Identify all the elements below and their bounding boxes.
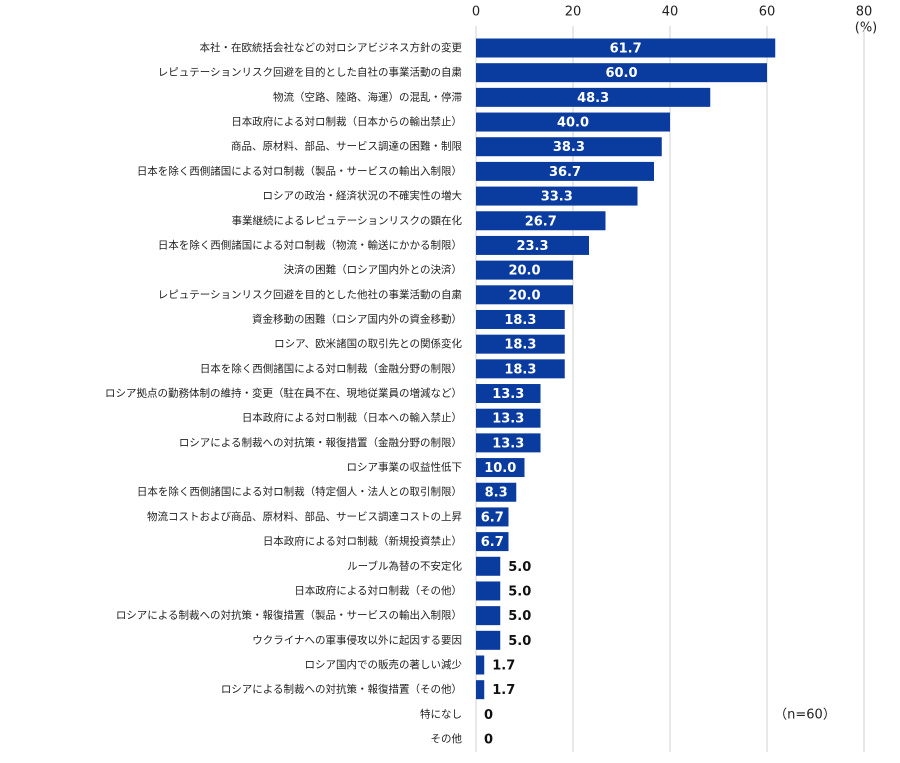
- value-label: 26.7: [525, 214, 557, 229]
- bar: [476, 260, 573, 280]
- value-label: 5.0: [508, 609, 531, 624]
- annotation: （n=60）: [774, 708, 836, 723]
- y-tick-label: レピュテーションリスク回避を目的とした自社の事業活動の自粛: [158, 66, 462, 79]
- bar: [476, 211, 606, 231]
- bar: [476, 384, 541, 404]
- bar: [476, 161, 654, 181]
- value-label: 1.7: [492, 659, 515, 674]
- value-label: 6.7: [481, 510, 504, 525]
- value-label: 1.7: [492, 683, 515, 698]
- y-tick-label: ロシア拠点の勤務体制の維持・変更（駐在員不在、現地従業員の増減など）: [105, 387, 462, 400]
- x-tick-label: 60: [759, 5, 776, 20]
- value-label: 13.3: [492, 412, 524, 427]
- y-tick-label: ルーブル為替の不安定化: [347, 559, 462, 572]
- bar: [476, 482, 517, 502]
- value-label: 5.0: [508, 584, 531, 599]
- y-tick-label: 日本政府による対ロ制裁（日本への輸入禁止）: [242, 411, 462, 424]
- value-label: 23.3: [516, 239, 548, 254]
- bar: [476, 359, 565, 379]
- y-tick-label: ロシア事業の収益性低下: [347, 461, 463, 474]
- value-label: 0: [484, 708, 493, 723]
- y-tick-label: ロシアの政治・経済状況の不確実性の増大: [263, 189, 463, 202]
- value-label: 60.0: [605, 66, 637, 81]
- y-tick-label: 特になし: [420, 708, 462, 720]
- value-label: 36.7: [549, 165, 581, 180]
- bar: [476, 285, 573, 305]
- bar: [476, 87, 711, 107]
- value-label: 20.0: [508, 264, 540, 279]
- value-label: 33.3: [541, 190, 573, 205]
- value-label: 0: [484, 733, 493, 748]
- bar: [476, 581, 501, 601]
- bar: [476, 556, 501, 576]
- y-tick-label: レピュテーションリスク回避を目的とした他社の事業活動の自粛: [158, 288, 462, 301]
- value-label: 18.3: [504, 338, 536, 353]
- bar: [476, 655, 485, 675]
- bar: [476, 606, 501, 626]
- value-label: 61.7: [610, 42, 642, 57]
- x-tick-label: 0: [472, 5, 480, 20]
- bar: [476, 408, 541, 428]
- y-tick-label: 物流（空路、陸路、海運）の混乱・停滞: [273, 90, 462, 103]
- y-tick-label: 日本を除く西側諸国による対ロ制裁（特定個人・法人との取引制限）: [137, 485, 462, 498]
- value-label: 10.0: [484, 461, 516, 476]
- y-tick-label: ロシアによる制裁への対抗策・報復措置（金融分野の制限）: [179, 436, 462, 449]
- value-label: 20.0: [508, 288, 540, 303]
- y-tick-label: 決済の困難（ロシア国内外との決済）: [284, 263, 462, 276]
- bar: [476, 458, 525, 478]
- y-tick-label: 商品、原材料、部品、サービス調達の困難・制限: [231, 140, 462, 153]
- bar: [476, 507, 509, 527]
- y-tick-label: ロシア、欧米諸国の取引先との関係変化: [274, 337, 462, 350]
- y-tick-label: 日本政府による対ロ制裁（日本からの輸出禁止）: [231, 115, 462, 128]
- bar: [476, 112, 670, 132]
- y-tick-label: 本社・在欧統括会社などの対ロシアビジネス方針の変更: [200, 41, 463, 54]
- x-tick-label: 20: [565, 5, 582, 20]
- value-label: 40.0: [557, 116, 589, 131]
- value-label: 8.3: [485, 486, 508, 501]
- value-label: 5.0: [508, 634, 531, 649]
- y-tick-label: 物流コストおよび商品、原材料、部品、サービス調達コストの上昇: [147, 510, 462, 523]
- y-tick-label: その他: [431, 732, 463, 745]
- value-label: 5.0: [508, 560, 531, 575]
- value-label: 18.3: [504, 362, 536, 377]
- y-tick-label: 日本を除く西側諸国による対ロ制裁（金融分野の制限）: [200, 362, 462, 375]
- value-label: 13.3: [492, 436, 524, 451]
- y-tick-label: 事業継続によるレピュテーションリスクの顕在化: [232, 214, 463, 227]
- y-tick-label: 資金移動の困難（ロシア国内外の資金移動）: [252, 312, 462, 325]
- bar: [476, 532, 509, 552]
- bar: [476, 630, 501, 650]
- y-tick-label: ウクライナへの軍事侵攻以外に起因する要因: [252, 633, 462, 646]
- value-label: 13.3: [492, 387, 524, 402]
- x-tick-label: 40: [662, 5, 679, 20]
- x-tick-label: 80: [856, 5, 873, 20]
- bar: [476, 235, 590, 255]
- bar: [476, 137, 662, 157]
- value-label: 6.7: [481, 535, 504, 550]
- y-tick-label: 日本政府による対ロ制裁（新規投資禁止）: [263, 535, 462, 548]
- bar: [476, 334, 565, 354]
- unit-label: (%): [855, 21, 878, 36]
- y-tick-label: 日本を除く西側諸国による対ロ制裁（製品・サービスの輸出入制限）: [137, 164, 462, 177]
- y-tick-label: 日本政府による対ロ制裁（その他）: [294, 584, 462, 597]
- bar: [476, 680, 485, 700]
- bar: [476, 38, 776, 58]
- value-label: 48.3: [577, 91, 609, 106]
- bar: [476, 186, 638, 206]
- bar: [476, 433, 541, 453]
- y-tick-label: ロシアによる制裁への対抗策・報復措置（製品・サービスの輸出入制限）: [116, 609, 462, 622]
- bar: [476, 309, 565, 329]
- y-tick-label: 日本を除く西側諸国による対ロ制裁（物流・輸送にかかる制限）: [158, 238, 462, 251]
- bar: [476, 63, 767, 83]
- y-tick-label: ロシア国内での販売の著しい減少: [305, 658, 463, 671]
- y-tick-label: ロシアによる制裁への対抗策・報復措置（その他）: [221, 683, 462, 696]
- value-label: 18.3: [504, 313, 536, 328]
- value-label: 38.3: [553, 140, 585, 155]
